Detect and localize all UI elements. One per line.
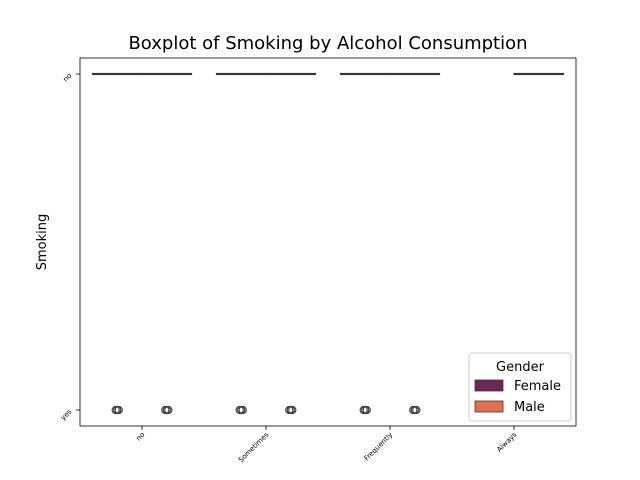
chart-marks (91, 72, 565, 415)
outlier-point (238, 405, 247, 415)
legend-title: Gender (496, 360, 545, 375)
chart-title: Boxplot of Smoking by Alcohol Consumptio… (128, 33, 527, 54)
y-axis-label: Smoking (35, 214, 50, 271)
legend: Gender Female Male (468, 352, 572, 422)
legend-swatch-female (474, 379, 504, 392)
x-tick-label: Frequently (363, 431, 395, 463)
legend-label-male: Male (514, 400, 545, 415)
x-tick-label: no (135, 431, 147, 443)
outlier-point (164, 405, 173, 415)
legend-label-female: Female (514, 379, 561, 394)
y-axis: no yes (59, 72, 80, 422)
y-tick-label: yes (59, 408, 73, 422)
outlier-point (114, 405, 123, 415)
x-axis: no Sometimes Frequently Always (135, 426, 519, 464)
outlier-point (288, 405, 297, 415)
x-tick-label: Sometimes (237, 431, 271, 465)
x-tick-label: Always (495, 431, 518, 454)
outlier-point (362, 405, 371, 415)
outlier-point (412, 405, 421, 415)
y-tick-label: no (62, 72, 74, 84)
legend-swatch-male (474, 400, 504, 413)
